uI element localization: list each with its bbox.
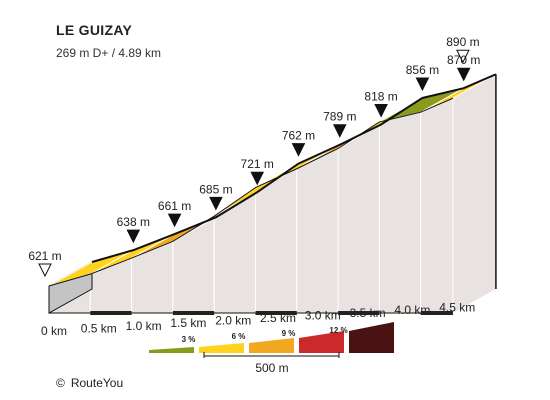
credit-text: RouteYou	[70, 376, 124, 390]
profile-side-face	[378, 111, 422, 314]
legend-swatch	[199, 343, 244, 353]
x-tick-label: 0 km	[41, 324, 67, 338]
profile-side-face	[255, 167, 298, 314]
x-tick-label: 3.5 km	[350, 306, 386, 320]
profile-back-edge	[91, 73, 497, 263]
elevation-label: 721 m	[241, 157, 274, 171]
elevation-marker-icon	[374, 103, 388, 118]
legend-grade-label: 12 %	[329, 326, 347, 335]
chart-subtitle: 269 m D+ / 4.89 km	[56, 46, 162, 60]
elevation-marker-icon	[332, 124, 347, 138]
legend-scale-label: 500 m	[255, 361, 288, 375]
legend-swatch	[149, 347, 194, 353]
profile-front-edge	[48, 97, 454, 287]
elevation-marker-icon	[209, 196, 223, 211]
elevation-label: 685 m	[199, 182, 232, 196]
x-tick-label: 2.0 km	[215, 314, 251, 328]
legend-grade-label: 6 %	[232, 332, 246, 341]
x-axis-ticks: 0 km 0.5 km 1.0 km 1.5 km 2.0 km 2.5 km 3.0 km…	[41, 301, 475, 338]
elevation-marker-icon	[126, 229, 141, 244]
x-tick-label: 4.0 km	[394, 303, 430, 317]
profile-end-face	[452, 74, 496, 313]
profile-side-face	[296, 147, 339, 314]
credit: © RouteYou	[56, 376, 123, 390]
elevation-marker-icon	[250, 171, 265, 186]
elevation-label: 621 m	[28, 249, 61, 263]
elevation-label: 638 m	[117, 215, 150, 229]
legend-swatch	[349, 322, 394, 353]
grade-legend: 3 % 6 % 9 % 12 % 500 m	[149, 322, 394, 375]
legend-swatch	[299, 331, 344, 353]
copyright-icon: ©	[56, 376, 65, 390]
legend-grade-label: 3 %	[182, 335, 196, 344]
elevation-labels: 621 m 638 m 661 m 685 m 721 m 762 m 789 m 818 m…	[28, 35, 480, 263]
elevation-label: 818 m	[364, 89, 397, 103]
elevation-markers	[38, 49, 471, 278]
x-tick-label: 3.0 km	[305, 308, 341, 322]
elevation-label: 870 m	[447, 53, 480, 67]
elevation-marker-icon	[291, 143, 306, 157]
elevation-marker-icon	[415, 77, 430, 92]
x-tick-label: 1.0 km	[126, 319, 162, 333]
elevation-label: 762 m	[282, 129, 315, 143]
elevation-label: 789 m	[323, 110, 356, 124]
x-tick-label: 4.5 km	[439, 301, 475, 315]
elevation-label: 890 m	[446, 35, 479, 49]
profile-side-face	[172, 215, 215, 314]
profile-outline	[48, 73, 497, 315]
x-tick-label: 0.5 km	[81, 321, 117, 335]
elevation-label: 661 m	[158, 199, 191, 213]
chart-title: LE GUIZAY	[56, 22, 133, 38]
profile-side-face	[337, 121, 380, 314]
profile-side-faces	[48, 74, 496, 314]
legend-grade-label: 9 %	[282, 329, 296, 338]
profile-side-face	[420, 97, 454, 314]
elevation-marker-icon	[456, 67, 471, 82]
elevation-marker-icon	[167, 213, 182, 228]
x-tick-label: 2.5 km	[260, 311, 296, 325]
elevation-label: 856 m	[406, 63, 439, 77]
legend-swatch	[249, 338, 294, 353]
endpoint-marker-icon	[456, 49, 470, 64]
endpoint-marker-icon	[38, 263, 52, 278]
x-tick-label: 1.5 km	[170, 316, 206, 330]
